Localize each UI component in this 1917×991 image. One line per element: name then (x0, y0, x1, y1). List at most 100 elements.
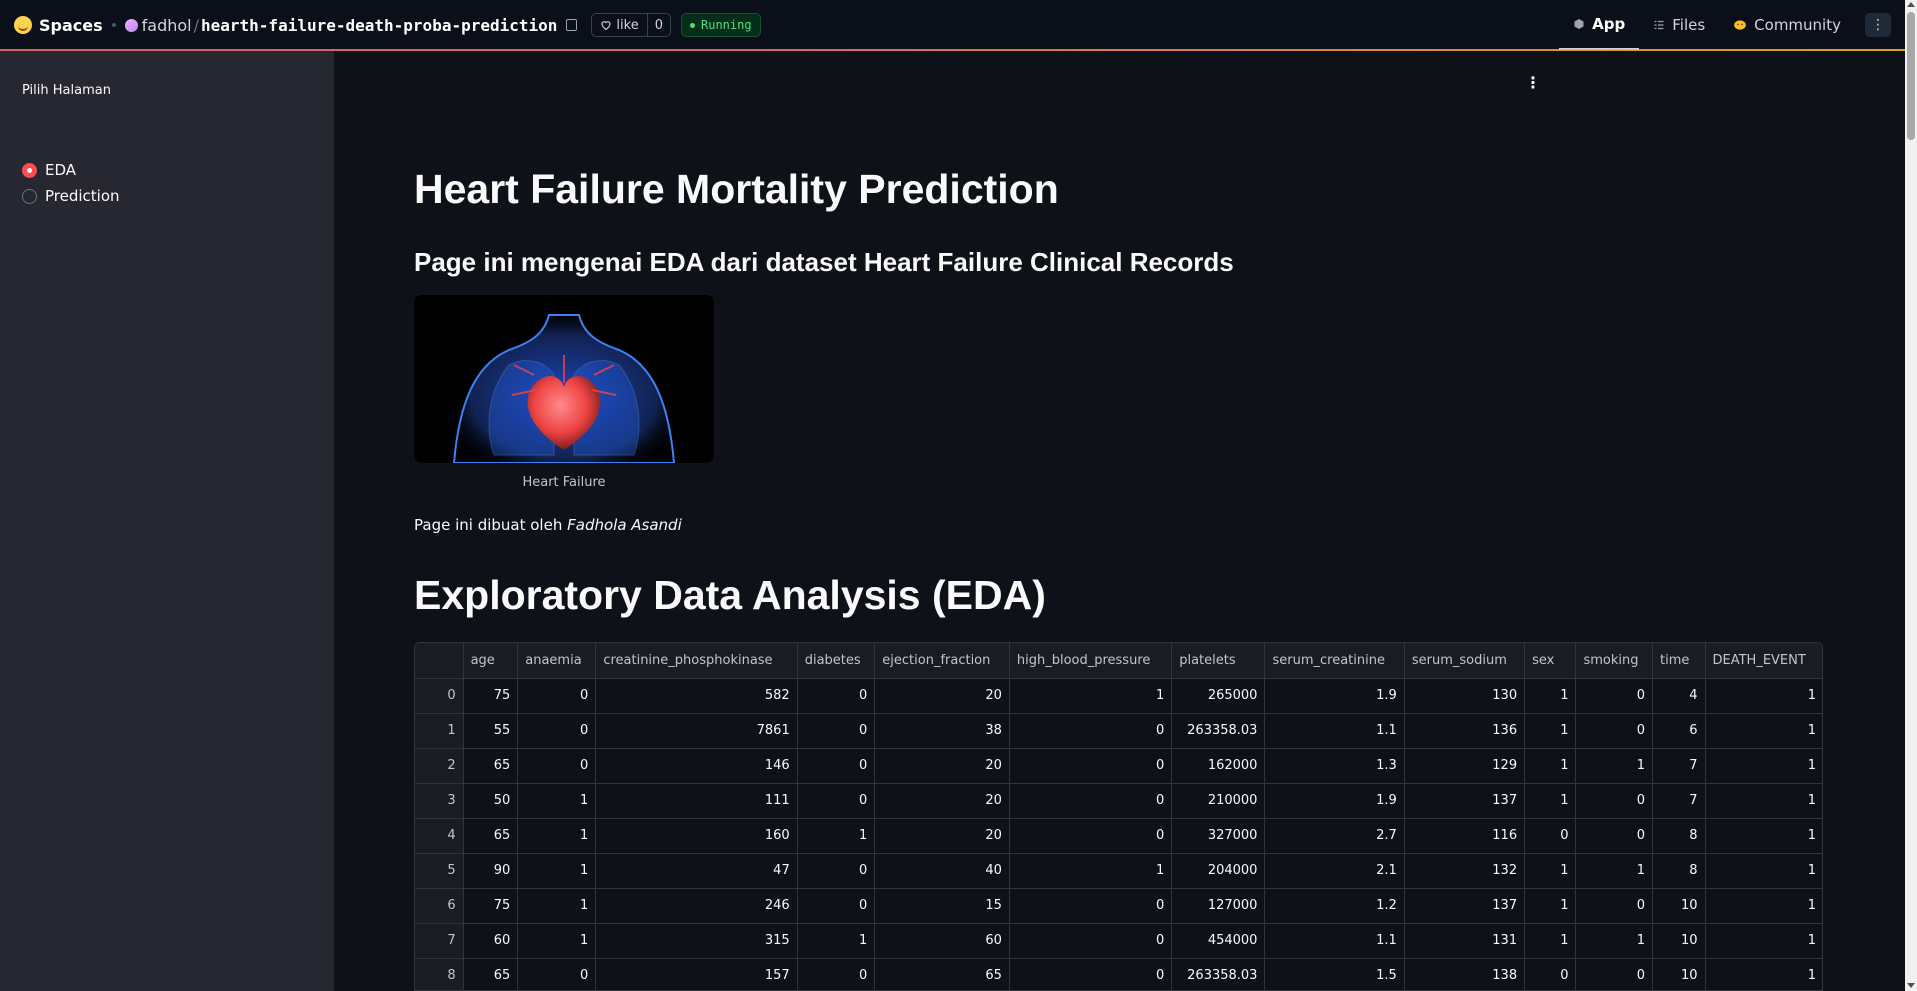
table-cell[interactable]: 7 (1652, 783, 1706, 819)
radio-selected-icon[interactable] (22, 162, 37, 178)
table-cell[interactable]: 1 (1524, 678, 1577, 714)
table-cell[interactable]: 38 (874, 713, 1010, 749)
table-cell[interactable]: 1 (517, 888, 597, 924)
table-cell[interactable]: 1 (797, 818, 876, 854)
table-cell[interactable]: 1 (517, 783, 597, 819)
table-cell[interactable]: 0 (1575, 713, 1654, 749)
table-cell[interactable]: 315 (595, 923, 798, 959)
table-cell[interactable]: 4 (1652, 678, 1706, 714)
table-cell[interactable]: 0 (517, 713, 597, 749)
row-index[interactable]: 2 (415, 748, 464, 784)
table-cell[interactable]: 65 (463, 818, 519, 854)
table-cell[interactable]: 40 (874, 853, 1010, 889)
table-cell[interactable]: 327000 (1171, 818, 1266, 854)
table-cell[interactable]: 204000 (1171, 853, 1266, 889)
table-cell[interactable]: 1 (1524, 853, 1577, 889)
column-header[interactable]: serum_creatinine (1264, 643, 1405, 679)
table-cell[interactable]: 1 (1009, 853, 1173, 889)
table-cell[interactable]: 0 (1009, 888, 1173, 924)
column-header[interactable]: anaemia (517, 643, 597, 679)
table-cell[interactable]: 111 (595, 783, 798, 819)
row-index[interactable]: 1 (415, 713, 464, 749)
table-row[interactable]: 3 50 1 111 0 20 0 210000 1.9 137 1 0 7 1 (415, 783, 1822, 819)
table-cell[interactable]: 1.2 (1264, 888, 1405, 924)
owner-link[interactable]: fadhol (141, 15, 192, 35)
table-cell[interactable]: 10 (1652, 923, 1706, 959)
table-cell[interactable]: 15 (874, 888, 1010, 924)
table-cell[interactable]: 0 (517, 748, 597, 784)
table-cell[interactable]: 0 (1575, 888, 1654, 924)
repo-link[interactable]: hearth-failure-death-proba-prediction (201, 15, 558, 35)
table-cell[interactable]: 0 (1575, 958, 1654, 990)
table-row[interactable]: 1 55 0 7861 0 38 0 263358.03 1.1 136 1 0 6 1 (415, 713, 1822, 749)
table-cell[interactable]: 137 (1404, 888, 1526, 924)
column-header[interactable]: ejection_fraction (874, 643, 1010, 679)
table-cell[interactable]: 127000 (1171, 888, 1266, 924)
column-header[interactable]: serum_sodium (1404, 643, 1526, 679)
table-cell[interactable]: 1 (1575, 853, 1654, 889)
table-cell[interactable]: 1 (1009, 678, 1173, 714)
table-cell[interactable]: 0 (797, 958, 876, 990)
table-cell[interactable]: 138 (1404, 958, 1526, 990)
table-cell[interactable]: 1 (1524, 923, 1577, 959)
table-cell[interactable]: 1.5 (1264, 958, 1405, 990)
table-row[interactable]: 2 65 0 146 0 20 0 162000 1.3 129 1 1 7 1 (415, 748, 1822, 784)
column-header[interactable]: high_blood_pressure (1009, 643, 1173, 679)
table-cell[interactable]: 265000 (1171, 678, 1266, 714)
table-cell[interactable]: 1.3 (1264, 748, 1405, 784)
table-cell[interactable]: 0 (1009, 748, 1173, 784)
table-cell[interactable]: 0 (517, 958, 597, 990)
row-index[interactable]: 7 (415, 923, 464, 959)
table-cell[interactable]: 1 (1705, 783, 1822, 819)
main-menu-icon[interactable]: ⋮ (1525, 73, 1541, 92)
table-cell[interactable]: 7 (1652, 748, 1706, 784)
table-cell[interactable]: 0 (1009, 818, 1173, 854)
table-cell[interactable]: 0 (1009, 958, 1173, 990)
table-cell[interactable]: 1 (1575, 748, 1654, 784)
table-cell[interactable]: 129 (1404, 748, 1526, 784)
table-cell[interactable]: 65 (874, 958, 1010, 990)
table-cell[interactable]: 1 (1524, 783, 1577, 819)
table-cell[interactable]: 1 (1705, 818, 1822, 854)
table-cell[interactable]: 1 (517, 853, 597, 889)
table-cell[interactable]: 1.1 (1264, 713, 1405, 749)
table-cell[interactable]: 10 (1652, 888, 1706, 924)
table-cell[interactable]: 6 (1652, 713, 1706, 749)
table-row[interactable]: 5 90 1 47 0 40 1 204000 2.1 132 1 1 8 1 (415, 853, 1822, 889)
table-row[interactable]: 8 65 0 157 0 65 0 263358.03 1.5 138 0 0 10 1 (415, 958, 1822, 990)
table-cell[interactable]: 0 (797, 748, 876, 784)
table-cell[interactable]: 2.1 (1264, 853, 1405, 889)
table-cell[interactable]: 157 (595, 958, 798, 990)
table-cell[interactable]: 0 (797, 888, 876, 924)
table-cell[interactable]: 1 (1705, 853, 1822, 889)
row-index[interactable]: 3 (415, 783, 464, 819)
table-cell[interactable]: 1 (1705, 888, 1822, 924)
table-cell[interactable]: 50 (463, 783, 519, 819)
table-cell[interactable]: 0 (797, 853, 876, 889)
column-header[interactable]: time (1652, 643, 1706, 679)
table-cell[interactable]: 7861 (595, 713, 798, 749)
dataframe-table[interactable]: age anaemia creatinine_phosphokinase diabet… (414, 642, 1823, 991)
row-index[interactable]: 5 (415, 853, 464, 889)
table-cell[interactable]: 1 (1524, 713, 1577, 749)
table-cell[interactable]: 116 (1404, 818, 1526, 854)
table-cell[interactable]: 582 (595, 678, 798, 714)
column-header[interactable]: age (463, 643, 519, 679)
tab-community[interactable]: Community (1719, 0, 1855, 50)
page-scrollbar[interactable] (1905, 0, 1917, 991)
table-cell[interactable]: 0 (1009, 923, 1173, 959)
column-header[interactable]: DEATH_EVENT (1705, 643, 1822, 679)
table-cell[interactable]: 1 (1705, 958, 1822, 990)
table-cell[interactable]: 8 (1652, 853, 1706, 889)
table-cell[interactable]: 90 (463, 853, 519, 889)
table-cell[interactable]: 8 (1652, 818, 1706, 854)
scroll-thumb[interactable] (1907, 12, 1915, 140)
table-cell[interactable]: 0 (1009, 713, 1173, 749)
table-row[interactable]: 0 75 0 582 0 20 1 265000 1.9 130 1 0 4 1 (415, 678, 1822, 714)
table-cell[interactable]: 454000 (1171, 923, 1266, 959)
table-row[interactable]: 7 60 1 315 1 60 0 454000 1.1 131 1 1 10 1 (415, 923, 1822, 959)
table-cell[interactable]: 263358.03 (1171, 713, 1266, 749)
table-cell[interactable]: 1 (1524, 748, 1577, 784)
table-cell[interactable]: 1 (797, 923, 876, 959)
table-cell[interactable]: 0 (797, 678, 876, 714)
